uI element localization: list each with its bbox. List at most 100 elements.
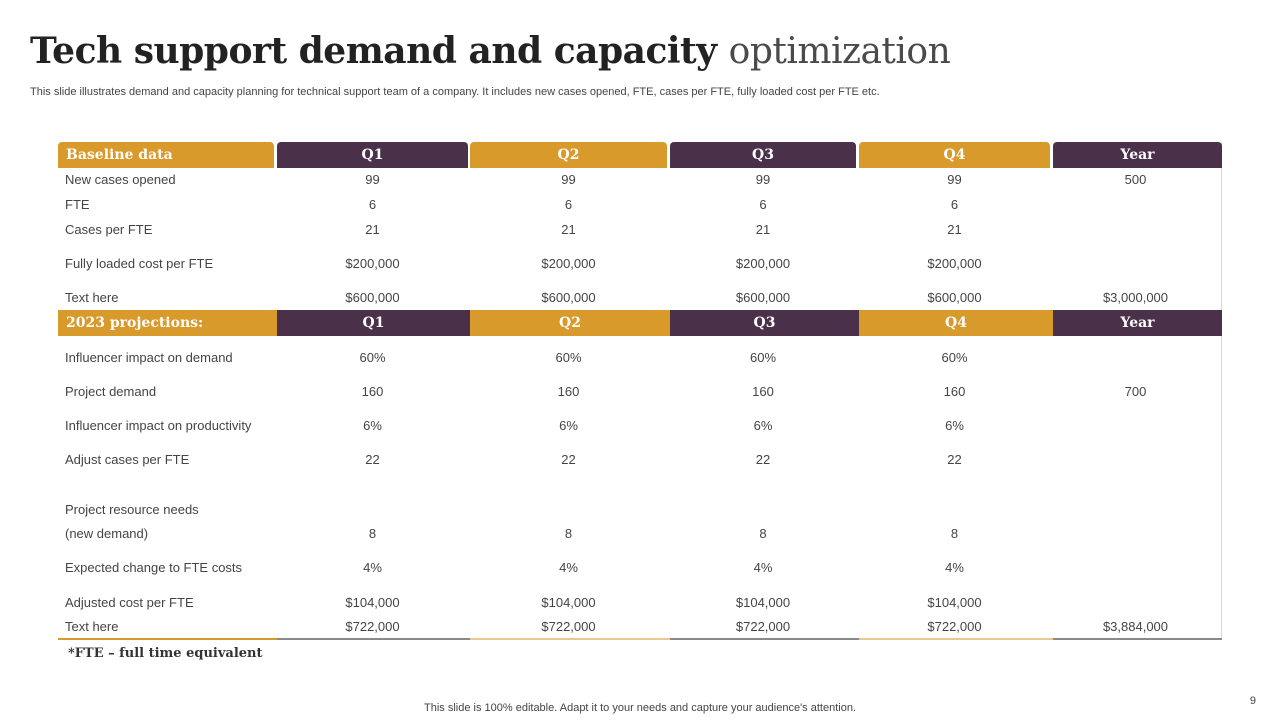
row-label: Text here [65, 619, 119, 634]
cell-q4: 4% [945, 560, 964, 575]
table-row: New cases opened 99 99 99 99 500 [58, 169, 1222, 191]
cell-year [1053, 253, 1218, 275]
row-label: FTE [65, 197, 90, 212]
cell-q2: 21 [561, 222, 576, 237]
cell-year: 500 [1124, 172, 1147, 187]
table-row: Cases per FTE 21 21 21 21 [58, 219, 1222, 241]
header-year: Year [1053, 142, 1222, 168]
row-label: Project demand [65, 384, 157, 399]
header-baseline-label: Baseline data [58, 142, 274, 168]
header-q4: Q4 [859, 310, 1053, 336]
projections-header-row: 2023 projections: Q1 Q2 Q3 Q4 Year [58, 310, 1222, 336]
row-label: Adjust cases per FTE [65, 452, 190, 467]
header-q3: Q3 [670, 310, 859, 336]
cell-q3: 4% [753, 560, 773, 575]
row-label: Adjusted cost per FTE [65, 595, 194, 610]
baseline-header-row: Baseline data Q1 Q2 Q3 Q4 Year [58, 142, 1222, 168]
table-row: Fully loaded cost per FTE $200,000 $200,… [58, 253, 1222, 275]
table-row: Adjust cases per FTE 22 22 22 22 [58, 449, 1222, 471]
cell-q3: $722,000 [735, 619, 791, 634]
row-label: Text here [65, 290, 119, 305]
cell-q2: 22 [561, 452, 576, 467]
row-label: New cases opened [65, 172, 176, 187]
cell-q4: 60% [941, 350, 968, 365]
cell-q4: 6% [945, 418, 964, 433]
table-row: (new demand) 8 8 8 8 [58, 523, 1222, 545]
footnote: *FTE – full time equivalent [68, 646, 263, 661]
row-label: Fully loaded cost per FTE [65, 256, 214, 271]
title-light: optimization [728, 31, 951, 72]
header-q4: Q4 [859, 142, 1050, 168]
cell-q2: $104,000 [541, 595, 596, 610]
cell-q3: 99 [755, 172, 771, 187]
header-q3: Q3 [670, 142, 856, 168]
cell-q1: 60% [359, 350, 386, 365]
cell-q1: 22 [365, 452, 380, 467]
header-year: Year [1053, 310, 1222, 336]
cell-q4: 22 [947, 452, 962, 467]
cell-q3: 160 [752, 384, 774, 399]
cell-q1: 8 [368, 526, 377, 541]
cell-q2: 99 [561, 172, 576, 187]
table-bottom-border [859, 638, 1053, 640]
row-label: Influencer impact on productivity [65, 418, 252, 433]
cell-q4: 8 [950, 526, 959, 541]
table-row: FTE 6 6 6 6 [58, 194, 1222, 216]
cell-q4: $104,000 [927, 595, 982, 610]
cell-year: $3,000,000 [1102, 290, 1169, 305]
table-row: Project demand 160 160 160 160 700 [58, 381, 1222, 403]
cell-q2: 6% [559, 418, 578, 433]
cell-q3: 22 [755, 452, 771, 467]
header-q1: Q1 [277, 142, 468, 168]
cell-year [1053, 449, 1218, 471]
cell-q4: $600,000 [927, 290, 982, 305]
row-label: Expected change to FTE costs [65, 560, 243, 575]
cell-q3: 21 [755, 222, 771, 237]
cell-q2: 8 [564, 526, 573, 541]
cell-year [1053, 347, 1218, 369]
cell-year [1053, 557, 1218, 579]
cell-q2: 6 [564, 197, 573, 212]
cell-q1: 4% [363, 560, 382, 575]
header-projections-label: 2023 projections: [58, 310, 277, 336]
cell-q3: 6 [759, 197, 767, 212]
cell-q1: 160 [361, 384, 384, 399]
cell-year [1053, 194, 1218, 216]
cell-q1: 6 [368, 197, 377, 212]
cell-q4: 160 [943, 384, 966, 399]
cell-q1: 99 [365, 172, 380, 187]
capacity-table: Baseline data Q1 Q2 Q3 Q4 Year New cases… [58, 142, 1222, 640]
cell-q4: 21 [947, 222, 962, 237]
table-bottom-border [277, 638, 470, 640]
cell-year [1053, 523, 1218, 545]
cell-q1: $104,000 [345, 595, 400, 610]
row-label: (new demand) [65, 526, 149, 541]
table-bottom-border [470, 638, 670, 640]
cell-q3: 60% [749, 350, 777, 365]
header-q2: Q2 [470, 142, 667, 168]
cell-q2: $722,000 [541, 619, 596, 634]
cell-q2: $200,000 [541, 256, 596, 271]
slide-title: Tech support demand and capacity optimiz… [30, 30, 951, 72]
cell-q2: 160 [557, 384, 580, 399]
cell-q3: 8 [759, 526, 767, 541]
cell-q1: $600,000 [345, 290, 400, 305]
cell-q1: 6% [363, 418, 382, 433]
cell-q3: $600,000 [735, 290, 791, 305]
table-row: Influencer impact on demand 60% 60% 60% … [58, 347, 1222, 369]
page-number: 9 [1249, 695, 1256, 707]
cell-q2: 4% [559, 560, 578, 575]
title-bold: Tech support demand and capacity [30, 30, 717, 72]
cell-q4: 99 [947, 172, 962, 187]
cell-q4: $200,000 [927, 256, 982, 271]
table-row: Text here $722,000 $722,000 $722,000 $72… [58, 616, 1222, 638]
header-q1: Q1 [277, 310, 470, 336]
cell-year: 700 [1124, 384, 1147, 399]
table-row: Expected change to FTE costs 4% 4% 4% 4% [58, 557, 1222, 579]
table-row: Adjusted cost per FTE $104,000 $104,000 … [58, 592, 1222, 614]
row-label: Influencer impact on demand [65, 350, 233, 365]
row-label: Project resource needs [65, 502, 199, 517]
table-row: Influencer impact on productivity 6% 6% … [58, 415, 1222, 437]
cell-q2: $600,000 [541, 290, 596, 305]
cell-year [1053, 592, 1218, 614]
